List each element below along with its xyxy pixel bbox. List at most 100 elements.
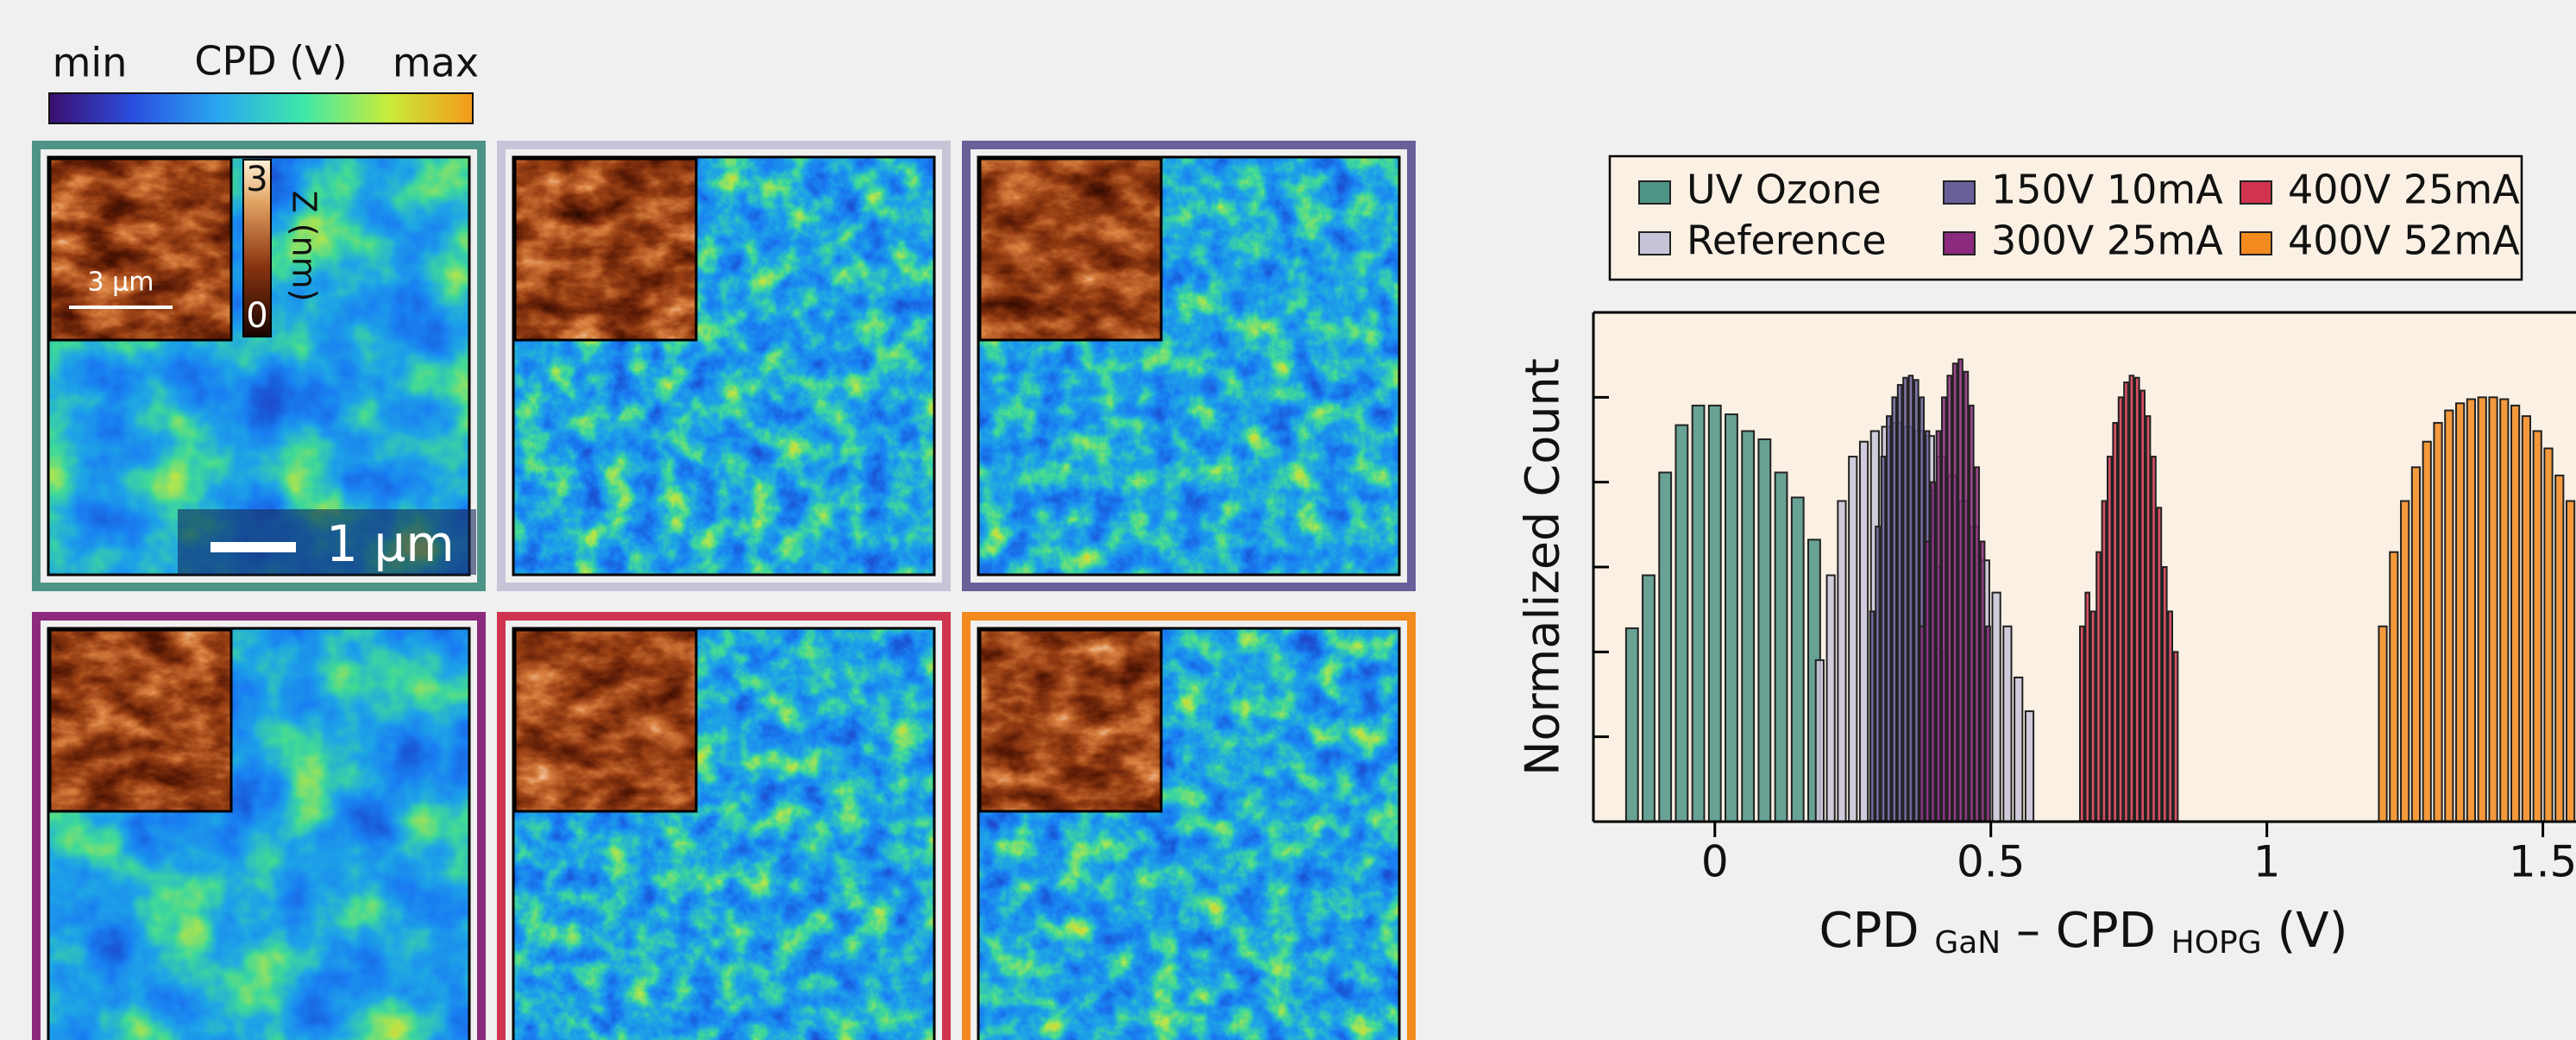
topo-inset-frame bbox=[978, 628, 1163, 813]
x-tick-label: 1.5 bbox=[2509, 837, 2576, 887]
panel-border bbox=[962, 141, 1416, 591]
histogram-bar bbox=[1941, 396, 1947, 823]
histogram-bar bbox=[2389, 551, 2399, 823]
histogram-bar bbox=[2084, 591, 2091, 823]
topo-inset bbox=[515, 630, 696, 811]
histogram-bar bbox=[2133, 376, 2140, 823]
histogram-bar bbox=[2106, 456, 2113, 823]
cpd-map-frame bbox=[977, 155, 1401, 577]
cpd-map-frame bbox=[977, 627, 1401, 1040]
histogram-bar bbox=[1624, 627, 1639, 823]
legend-swatch bbox=[2240, 231, 2272, 255]
y-axis-label: Normalized Count bbox=[1516, 358, 1570, 776]
histogram-bar bbox=[1691, 404, 1706, 823]
histogram-bar bbox=[1985, 625, 1991, 823]
histogram-bar bbox=[2543, 447, 2554, 823]
histogram-bar bbox=[2422, 440, 2432, 823]
histogram-bar bbox=[1935, 430, 1942, 823]
histogram-bar bbox=[2156, 507, 2163, 823]
topo-inset-frame bbox=[978, 157, 1163, 342]
histogram-bar bbox=[2095, 551, 2102, 823]
histogram-bar bbox=[2167, 610, 2173, 823]
histogram-bar bbox=[2089, 610, 2096, 823]
inset-colorbar bbox=[242, 159, 272, 337]
histogram-bar bbox=[1875, 526, 1881, 823]
histogram-bar bbox=[2477, 396, 2487, 823]
legend-label: 400V 52mA bbox=[2288, 217, 2520, 264]
legend-swatch bbox=[1943, 180, 1976, 205]
histogram-bar bbox=[1919, 625, 1926, 823]
scalebar-label: 1 µm bbox=[326, 514, 455, 573]
histogram-bar bbox=[2455, 402, 2466, 823]
histogram-bar bbox=[1837, 500, 1847, 823]
histogram-bar bbox=[2024, 710, 2035, 823]
topo-inset bbox=[50, 159, 231, 340]
legend-label: 150V 10mA bbox=[1991, 167, 2223, 213]
histogram-bar bbox=[1886, 415, 1892, 823]
x-tick-label: 0.5 bbox=[1957, 837, 2026, 887]
colorbar bbox=[48, 92, 474, 124]
histogram-bar bbox=[2128, 375, 2135, 823]
legend-swatch bbox=[1638, 231, 1671, 255]
inset-colorbar-label: Z (nm) bbox=[286, 191, 324, 302]
histogram-bar bbox=[1642, 574, 1656, 823]
histogram-bar bbox=[1979, 540, 1986, 823]
histogram-bar bbox=[1858, 440, 1869, 823]
histogram-bar bbox=[1946, 375, 1953, 823]
inset-colorbar-top: 3 bbox=[246, 160, 267, 199]
histogram-bar bbox=[1896, 383, 1903, 823]
histogram-bar bbox=[2433, 421, 2443, 823]
legend-label: 300V 25mA bbox=[1991, 217, 2223, 264]
topo-inset-frame bbox=[48, 157, 233, 342]
histogram-bar bbox=[2532, 430, 2542, 823]
colorbar-label: CPD (V) bbox=[194, 38, 347, 85]
histogram-bar bbox=[2521, 415, 2532, 823]
x-axis-label-part: GaN bbox=[1934, 925, 2001, 961]
map-panel bbox=[962, 141, 1416, 591]
histogram-bar bbox=[2151, 456, 2157, 823]
histogram-bar bbox=[1930, 481, 1936, 823]
topo-inset-frame bbox=[513, 628, 698, 813]
histogram-bar bbox=[1814, 659, 1825, 823]
histogram-bar bbox=[2378, 625, 2388, 823]
cpd-map-frame bbox=[512, 155, 936, 577]
legend-label: 400V 25mA bbox=[2288, 167, 2520, 213]
histogram-bar bbox=[1790, 496, 1805, 823]
panel-annotations: 3 0 Z (nm) 3 µm 1 µm bbox=[69, 159, 476, 575]
legend-swatch bbox=[1638, 180, 1671, 205]
histogram-bar bbox=[2117, 396, 2124, 823]
histogram-bar bbox=[1969, 404, 1975, 823]
histogram-bar bbox=[1741, 430, 1756, 823]
histogram-bar bbox=[2145, 415, 2152, 823]
legend-swatch bbox=[2240, 180, 2272, 205]
histogram-bar bbox=[1991, 591, 2001, 823]
histogram-bar bbox=[1880, 456, 1887, 823]
histogram-bar bbox=[2554, 474, 2565, 823]
histogram-bar bbox=[2488, 396, 2498, 823]
histogram-bar bbox=[1774, 471, 1788, 823]
histogram-bar bbox=[2444, 409, 2454, 823]
histogram-bar bbox=[2510, 404, 2521, 823]
panel-border bbox=[962, 612, 1416, 1040]
legend-swatch bbox=[1943, 231, 1976, 255]
x-axis-label: CPD GaN – CPD HOPG (V) bbox=[1819, 903, 2348, 961]
x-tick-label: 1 bbox=[2253, 837, 2281, 887]
legend-box bbox=[1608, 154, 2523, 281]
histogram-bar bbox=[1974, 466, 1981, 823]
x-axis-label-part: – CPD bbox=[2001, 903, 2171, 959]
topo-inset bbox=[515, 159, 696, 340]
histogram-bar bbox=[1725, 413, 1738, 823]
histogram-bar bbox=[1825, 574, 1836, 823]
histogram-bar bbox=[1891, 396, 1898, 823]
histogram-bar bbox=[1963, 370, 1970, 823]
topo-inset bbox=[50, 630, 231, 811]
legend-label: UV Ozone bbox=[1687, 167, 1882, 213]
map-panel bbox=[962, 612, 1416, 1040]
histogram-bar bbox=[1913, 379, 1919, 823]
topo-inset bbox=[980, 159, 1161, 340]
map-panels: 3 0 Z (nm) 3 µm 1 µm bbox=[32, 141, 1416, 1040]
histogram-bar bbox=[1674, 424, 1689, 823]
histogram-bar bbox=[2161, 566, 2168, 823]
histogram-bar bbox=[2410, 466, 2422, 823]
